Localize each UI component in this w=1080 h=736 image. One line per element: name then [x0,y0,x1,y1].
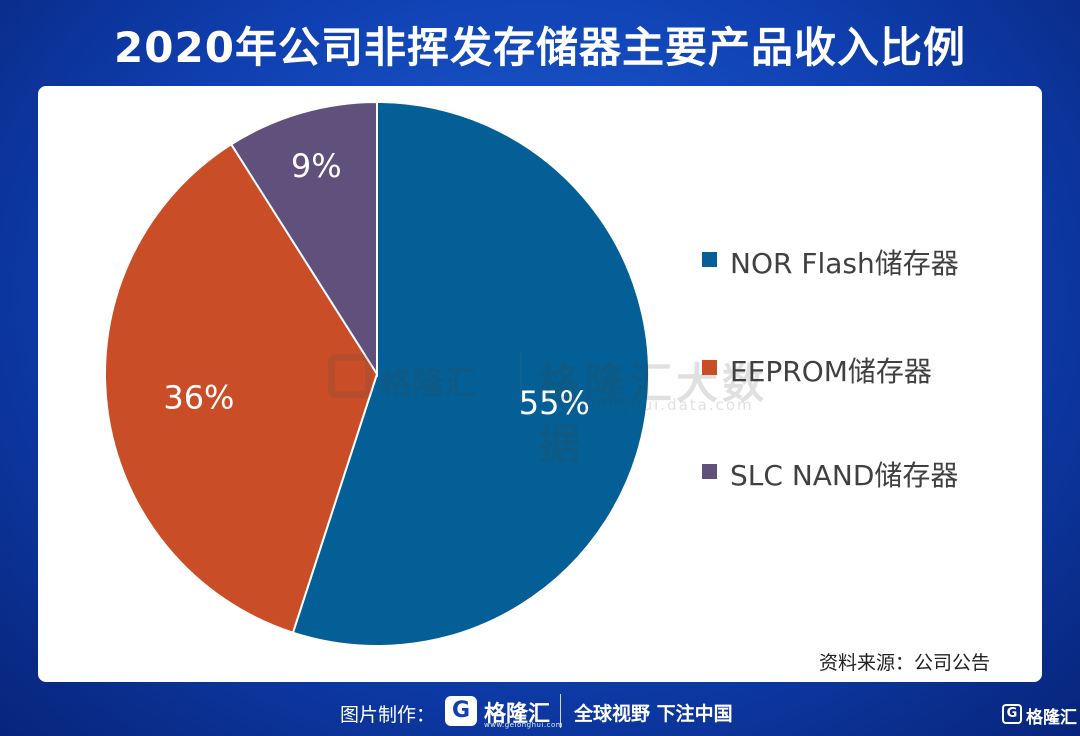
pie-label-3: 9% [291,147,342,185]
legend-label: EEPROM储存器 [730,355,932,388]
pie-label-1: 55% [519,384,590,422]
chart-title: 2020年公司非挥发存储器主要产品收入比例 [114,23,966,72]
pie-slice-2 [104,142,379,634]
source-note: 资料来源：公司公告 [818,652,990,674]
footer-slogan: 全球视野 下注中国 [574,703,733,725]
legend-item-eeprom: EEPROM储存器 [702,350,1032,390]
corner-logo-icon: G [1002,704,1022,724]
legend-item-nor-flash: NOR Flash储存器 [702,242,1032,282]
legend-item-slc-nand: SLC NAND储存器 [702,454,1032,494]
pie-slice-3 [229,100,378,378]
pie-label-2: 36% [163,378,234,416]
corner-brand: 格隆汇 [1026,708,1077,728]
footer-brand: 格隆汇 [484,702,551,727]
pie-chart: 55% 36% 9% [104,100,650,647]
legend-swatch [702,252,717,267]
legend-label: NOR Flash储存器 [730,247,959,280]
legend-swatch [702,360,717,375]
footer-brand-url: www.gelonghui.com [484,721,564,729]
legend-swatch [702,464,717,479]
footer-logo-icon: G [445,696,477,726]
corner-watermark: G 格隆汇 [1002,700,1077,730]
chart-card: 55%36%9% 格隆汇 格隆汇大数据 gelonghui.data.com N… [38,86,1042,682]
footer: 图片制作： G 格隆汇 www.gelonghui.com 全球视野 下注中国 [0,688,1080,736]
footer-prefix: 图片制作： [340,704,436,726]
pie-slice-1 [291,100,650,647]
legend-label: SLC NAND储存器 [730,459,959,492]
footer-divider [560,694,561,728]
